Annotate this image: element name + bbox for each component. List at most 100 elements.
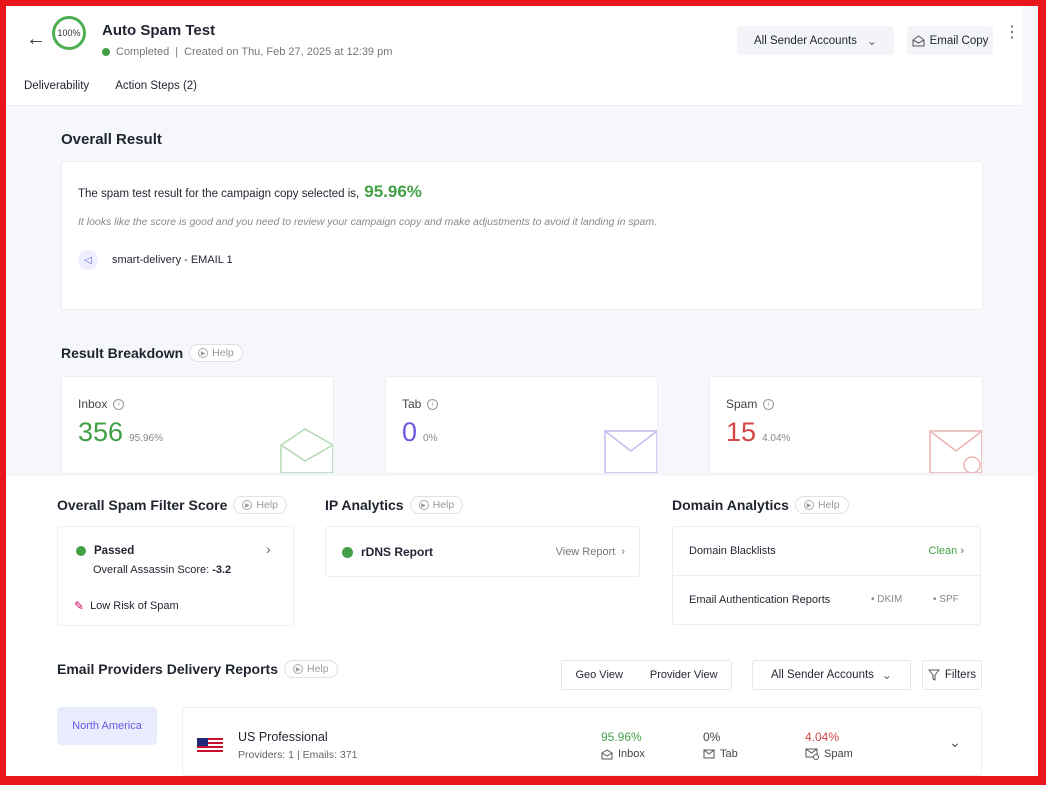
status-line: Completed | Created on Thu, Feb 27, 2025…	[102, 46, 392, 58]
result-score: 95.96%	[364, 182, 422, 201]
provider-view-button[interactable]: Provider View	[649, 669, 718, 681]
filters-button[interactable]: Filters	[922, 660, 982, 690]
info-icon[interactable]: i	[763, 398, 775, 410]
assassin-score-value: -3.2	[212, 564, 232, 576]
back-arrow-icon[interactable]: ←	[26, 28, 46, 50]
passed-row: Passed	[76, 545, 134, 557]
spam-filter-help-button[interactable]: ▶ Help	[233, 496, 288, 514]
tab-bar: Deliverability Action Steps (2)	[24, 80, 197, 92]
chevron-right-icon: ›	[960, 545, 964, 557]
filter-icon	[927, 669, 940, 681]
domain-analytics-heading: Domain Analytics ▶ Help	[672, 496, 849, 514]
view-report-label: View Report	[555, 546, 616, 558]
spam-count: 15	[726, 417, 757, 447]
tab-label: Tab	[720, 748, 738, 760]
passed-label: Passed	[94, 545, 135, 557]
result-breakdown-title: Result Breakdown	[61, 345, 184, 361]
check-icon	[342, 546, 353, 558]
provider-name: US Professional	[238, 730, 328, 744]
sender-accounts-dropdown[interactable]: All Sender Accounts ⌄	[737, 26, 894, 55]
page-title: Auto Spam Test	[102, 22, 216, 39]
tab-envelope-icon	[604, 430, 657, 473]
status-check-icon	[102, 48, 110, 56]
inbox-metric: Inbox	[601, 748, 645, 760]
spam-value: 15 4.04%	[726, 417, 790, 448]
view-report-link[interactable]: View Report ›	[556, 546, 625, 558]
overall-result-heading: Overall Result	[61, 131, 162, 148]
providers-heading: Email Providers Delivery Reports ▶ Help	[57, 660, 338, 678]
clean-status: Clean ›	[929, 545, 964, 557]
us-flag-icon	[197, 738, 223, 752]
spf-label: SPF	[939, 594, 959, 605]
help-label: Help	[817, 499, 840, 511]
created-date: Created on Thu, Feb 27, 2025 at 12:39 pm	[184, 46, 393, 58]
provider-sender-label: All Sender Accounts	[771, 669, 874, 681]
assassin-score-row: Overall Assassin Score: -3.2	[93, 564, 231, 576]
inbox-envelope-icon	[280, 428, 333, 473]
spam-filter-card[interactable]: Passed › Overall Assassin Score: -3.2 ✎ …	[57, 526, 294, 626]
domain-blacklists-label: Domain Blacklists	[689, 545, 776, 557]
spam-metric: Spam	[805, 748, 853, 760]
app-frame: ← 100% Auto Spam Test Completed | Create…	[6, 6, 1038, 776]
chevron-down-icon: ⌄	[866, 33, 877, 48]
provider-row[interactable]: US Professional Providers: 1 | Emails: 3…	[182, 707, 982, 776]
domain-blacklists-row[interactable]: Domain Blacklists Clean ›	[673, 527, 980, 576]
dkim-label: DKIM	[877, 594, 903, 605]
envelope-open-icon	[912, 34, 925, 46]
rdns-card[interactable]: rDNS Report View Report ›	[325, 526, 640, 577]
result-breakdown-help-button[interactable]: ▶ Help	[189, 344, 243, 362]
inbox-percent: 95.96%	[129, 433, 163, 444]
tab-deliverability[interactable]: Deliverability	[24, 80, 90, 92]
region-tab-north-america[interactable]: North America	[57, 707, 157, 745]
ip-analytics-help-button[interactable]: ▶ Help	[409, 496, 464, 514]
spam-label: Spam	[824, 748, 853, 760]
sender-accounts-label: All Sender Accounts	[754, 34, 857, 47]
domain-analytics-title: Domain Analytics	[672, 497, 789, 513]
play-icon: ▶	[293, 664, 303, 674]
email-copy-button[interactable]: Email Copy	[907, 26, 993, 55]
info-icon[interactable]: i	[113, 398, 125, 410]
status-divider: |	[175, 46, 179, 58]
inbox-percent: 95.96%	[601, 730, 642, 744]
spam-percent: 4.04%	[805, 730, 840, 744]
check-icon	[76, 546, 86, 556]
inbox-label: Inbox	[618, 748, 645, 760]
overall-result-card: The spam test result for the campaign co…	[61, 161, 983, 310]
help-label: Help	[212, 347, 234, 359]
clean-label: Clean	[928, 545, 958, 557]
provider-sender-dropdown[interactable]: All Sender Accounts ⌄	[752, 660, 911, 690]
ip-analytics-title: IP Analytics	[325, 497, 404, 513]
providers-help-button[interactable]: ▶ Help	[284, 660, 338, 678]
dkim-badge: • DKIM	[871, 594, 903, 605]
spam-filter-heading: Overall Spam Filter Score ▶ Help	[57, 496, 288, 514]
progress-ring: 100%	[52, 16, 86, 50]
play-icon: ▶	[803, 500, 814, 510]
more-options-icon[interactable]: ⋮	[1004, 24, 1020, 41]
domain-analytics-help-button[interactable]: ▶ Help	[794, 496, 849, 514]
expand-chevron-icon[interactable]: ⌄	[949, 734, 961, 750]
result-line: The spam test result for the campaign co…	[78, 182, 422, 202]
risk-label: Low Risk of Spam	[90, 600, 179, 612]
spam-card: Spam i 15 4.04%	[709, 376, 983, 474]
inbox-label: Inbox i	[78, 397, 125, 411]
campaign-row: ◁ smart-delivery - EMAIL 1	[78, 250, 233, 270]
campaign-name: smart-delivery - EMAIL 1	[112, 254, 233, 266]
view-toggle: Geo View Provider View	[561, 660, 732, 690]
help-label: Help	[307, 663, 329, 675]
info-icon[interactable]: i	[427, 398, 439, 410]
tab-action-steps[interactable]: Action Steps (2)	[115, 80, 198, 92]
status-text: Completed	[116, 46, 170, 58]
spam-envelope-icon	[805, 748, 819, 760]
header-bar: ← 100% Auto Spam Test Completed | Create…	[6, 6, 1022, 106]
email-auth-label: Email Authentication Reports	[689, 594, 831, 606]
inbox-title: Inbox	[78, 397, 108, 411]
spam-filter-title: Overall Spam Filter Score	[57, 497, 228, 513]
rdns-row: rDNS Report	[342, 545, 433, 559]
providers-title: Email Providers Delivery Reports	[57, 661, 278, 677]
geo-view-button[interactable]: Geo View	[575, 669, 623, 681]
risk-row: ✎ Low Risk of Spam	[74, 599, 179, 613]
chevron-right-icon[interactable]: ›	[266, 541, 271, 557]
tab-title: Tab	[402, 397, 422, 411]
filters-label: Filters	[944, 669, 977, 681]
play-icon: ▶	[242, 500, 253, 510]
